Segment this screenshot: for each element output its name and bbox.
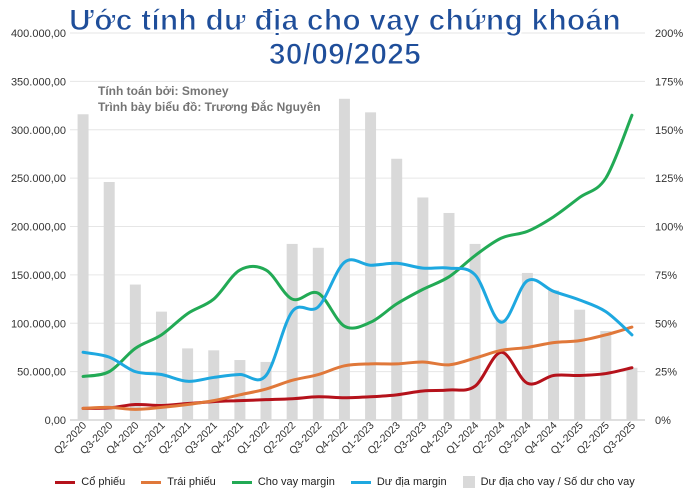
bar-q2-2025 <box>600 330 612 420</box>
legend-item-bars: Dư địa cho vay / Số dư cho vay <box>462 474 635 490</box>
bar-q4-2022 <box>338 98 350 420</box>
right-tick-label: 100% <box>655 222 683 234</box>
line-du-dia-margin <box>81 258 634 383</box>
legend-label-bars: Dư địa cho vay / Số dư cho vay <box>480 476 635 488</box>
chart-title-line-1: Ước tính dư địa cho vay chứng khoán <box>69 4 622 38</box>
right-tick-label: 75% <box>655 270 677 282</box>
right-tick-label: 0% <box>655 415 671 427</box>
legend-swatch-cho-vay-margin <box>231 480 252 484</box>
right-tick-label: 125% <box>655 173 683 185</box>
bar-q2-2024 <box>495 319 507 420</box>
left-tick-label: 350.000,00 <box>11 76 66 88</box>
right-tick-label: 200% <box>655 28 683 40</box>
category-axis-ticks: Q2-2020Q3-2020Q4-2020Q1-2021Q2-2021Q3-20… <box>52 420 638 457</box>
legend-item-co-phieu: Cổ phiếu <box>55 474 125 490</box>
legend-swatch-du-dia-margin <box>350 480 371 484</box>
left-tick-label: 150.000,00 <box>11 270 66 282</box>
left-tick-label: 100.000,00 <box>11 318 66 330</box>
bar-q4-2021 <box>234 360 246 420</box>
chart-title-line-2: 30/09/2025 <box>268 38 422 72</box>
bar-q2-2022 <box>286 243 298 420</box>
legend-item-cho-vay-margin: Cho vay margin <box>231 474 335 490</box>
legend: Cổ phiếu Trái phiếu Cho vay margin Dư đị… <box>0 474 690 490</box>
bar-q3-2021 <box>208 350 220 420</box>
bar-q1-2025 <box>574 309 586 420</box>
bar-q3-2023 <box>417 197 429 420</box>
legend-swatch-trai-phieu <box>141 480 162 484</box>
left-tick-label: 300.000,00 <box>11 125 66 137</box>
legend-label-trai-phieu: Trái phiếu <box>167 476 216 488</box>
bar-q4-2024 <box>548 290 560 420</box>
bar-q3-2022 <box>312 247 324 420</box>
line-series <box>81 113 634 411</box>
right-tick-label: 50% <box>655 318 677 330</box>
left-tick-label: 200.000,00 <box>11 222 66 234</box>
legend-label-cho-vay-margin: Cho vay margin <box>257 476 335 488</box>
bar-q1-2021 <box>155 311 167 420</box>
right-tick-label: 150% <box>655 125 683 137</box>
credit-note-calc: Tính toán bởi: Smoney <box>98 84 229 98</box>
bar-q4-2020 <box>129 284 141 420</box>
right-tick-label: 175% <box>655 76 683 88</box>
bar-q2-2020 <box>77 114 89 421</box>
left-tick-label: 250.000,00 <box>11 173 66 185</box>
left-axis-ticks: 0,00 50.000,00 100.000,00 150.000,00 200.000… <box>11 28 66 427</box>
legend-swatch-bars <box>462 476 475 488</box>
bar-q2-2021 <box>182 348 194 420</box>
legend-label-du-dia-margin: Dư địa margin <box>376 476 447 488</box>
bar-q1-2024 <box>469 243 481 420</box>
left-tick-label: 400.000,00 <box>11 28 66 40</box>
right-axis-ticks: 0% 25% 50% 75% 100% 125% 150% 175% 200% <box>655 28 683 427</box>
legend-item-du-dia-margin: Dư địa margin <box>350 474 447 490</box>
left-tick-label: 50.000,00 <box>17 367 66 379</box>
bar-q3-2025 <box>626 367 638 420</box>
bar-q3-2020 <box>103 181 115 420</box>
line-trai-phieu <box>81 325 634 411</box>
credit-note-design: Trình bày biểu đồ: Trương Đắc Nguyên <box>98 100 321 114</box>
legend-item-trai-phieu: Trái phiếu <box>141 474 216 490</box>
right-tick-label: 25% <box>655 367 677 379</box>
bar-q1-2022 <box>260 361 272 420</box>
left-tick-label: 0,00 <box>45 415 66 427</box>
line-cho-vay-margin <box>81 113 634 378</box>
legend-swatch-co-phieu <box>55 480 76 484</box>
bar-q4-2023 <box>443 212 455 420</box>
bar-q2-2023 <box>391 158 403 420</box>
legend-label-co-phieu: Cổ phiếu <box>81 476 126 488</box>
